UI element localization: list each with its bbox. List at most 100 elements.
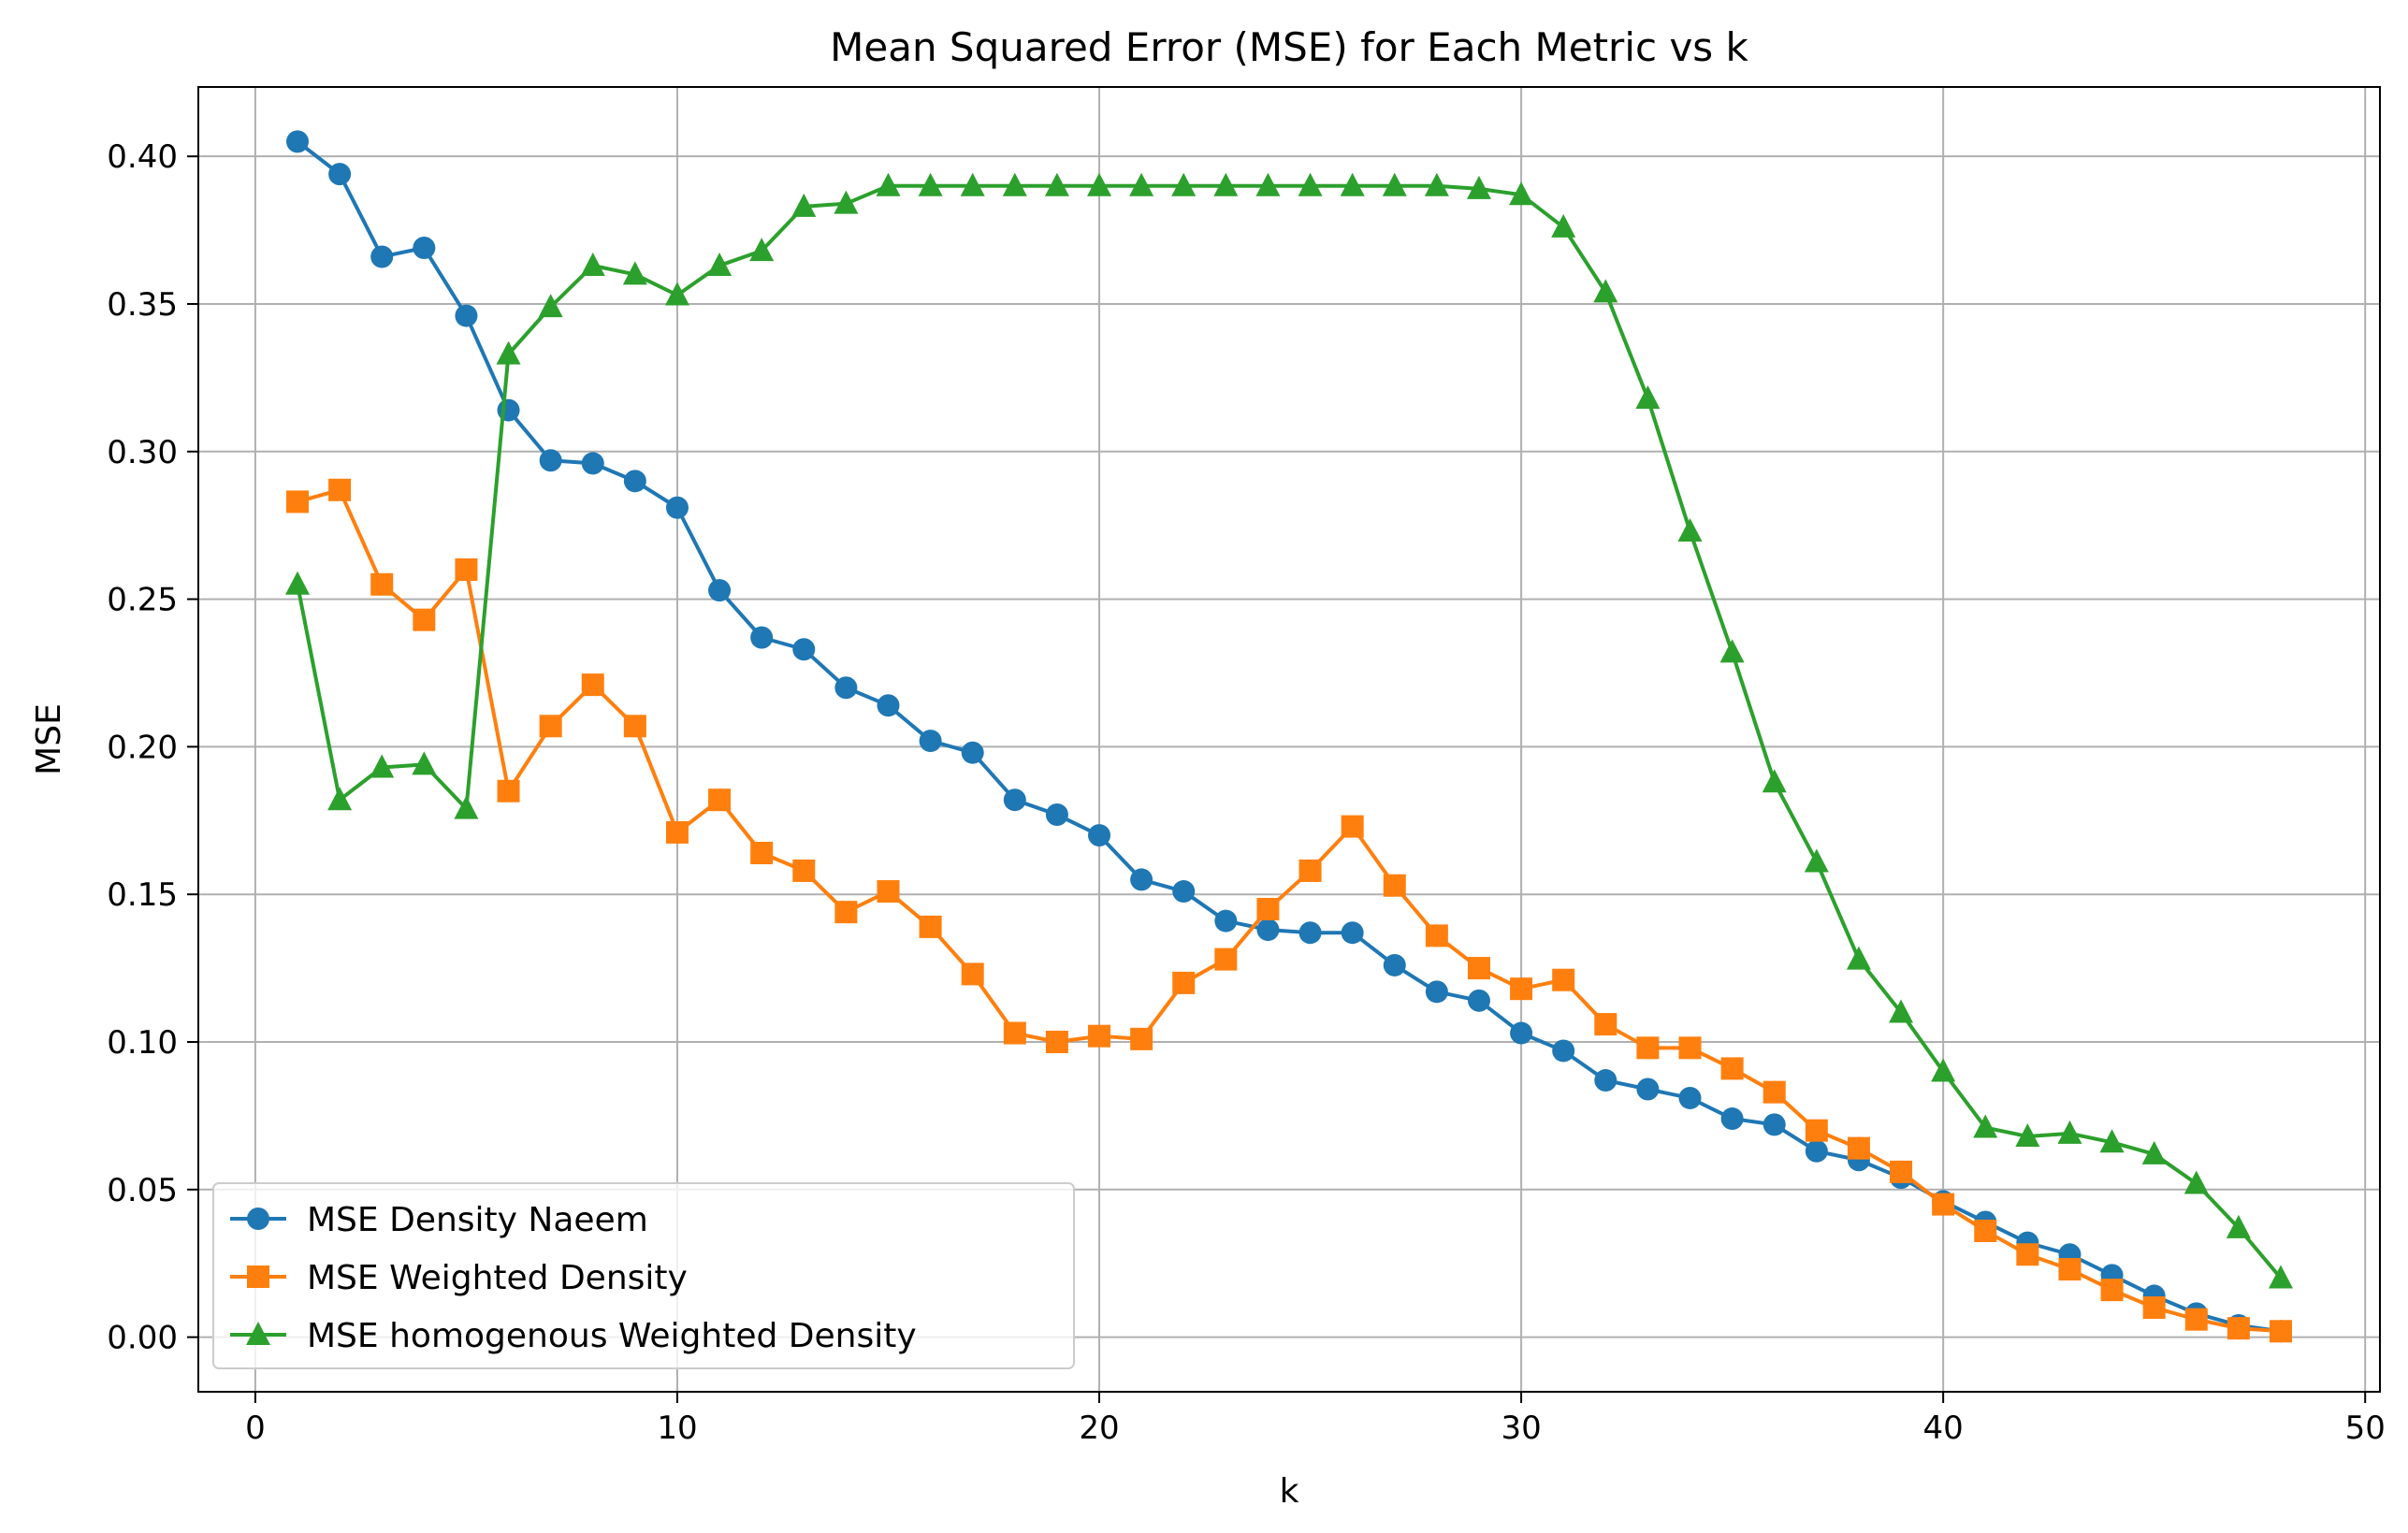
data-point bbox=[1298, 859, 1322, 882]
data-point bbox=[1425, 924, 1448, 947]
data-point bbox=[581, 673, 604, 697]
data-point bbox=[1510, 977, 1533, 1001]
data-point bbox=[2269, 1265, 2293, 1289]
x-tick-label: 50 bbox=[2345, 1410, 2386, 1447]
data-point bbox=[834, 901, 858, 924]
legend-label: MSE Density Naeem bbox=[307, 1201, 648, 1239]
legend-box bbox=[212, 1182, 1075, 1369]
data-point bbox=[1509, 181, 1534, 206]
data-point bbox=[877, 694, 900, 717]
data-point bbox=[1256, 918, 1280, 942]
data-point bbox=[918, 172, 943, 196]
data-point bbox=[327, 787, 353, 811]
data-point bbox=[1213, 172, 1239, 196]
data-point bbox=[1088, 1024, 1111, 1048]
data-point bbox=[2100, 1279, 2124, 1302]
data-point bbox=[581, 452, 604, 475]
data-point bbox=[1002, 172, 1027, 196]
data-point bbox=[961, 741, 984, 764]
data-point bbox=[370, 754, 395, 778]
data-point bbox=[1678, 1086, 1702, 1109]
data-point bbox=[919, 730, 942, 753]
data-point bbox=[455, 558, 478, 582]
data-point bbox=[1593, 279, 1618, 303]
y-tick-label: 0.10 bbox=[107, 1024, 178, 1062]
data-point bbox=[1635, 384, 1661, 409]
data-point bbox=[1720, 1057, 1744, 1080]
data-point bbox=[1551, 213, 1576, 238]
data-point bbox=[497, 779, 520, 803]
data-point bbox=[413, 237, 436, 260]
data-point bbox=[2270, 1320, 2292, 1343]
data-point bbox=[1847, 1136, 1870, 1160]
data-point bbox=[1467, 989, 1490, 1012]
data-point bbox=[664, 282, 689, 306]
data-point bbox=[1973, 1114, 1998, 1138]
data-point bbox=[370, 245, 394, 268]
data-point bbox=[1762, 769, 1787, 793]
data-point bbox=[286, 490, 309, 513]
data-point bbox=[2141, 1140, 2167, 1164]
data-point bbox=[1088, 824, 1111, 847]
data-point bbox=[1172, 971, 1196, 994]
data-point bbox=[1130, 868, 1153, 891]
data-point bbox=[1552, 1039, 1575, 1063]
data-point bbox=[1510, 1021, 1533, 1045]
data-point bbox=[2015, 1122, 2040, 1147]
data-point bbox=[328, 478, 352, 501]
data-point bbox=[1172, 880, 1196, 904]
series-layer bbox=[285, 130, 2293, 1343]
y-tick-label: 0.40 bbox=[107, 138, 178, 176]
data-point bbox=[1256, 897, 1280, 920]
data-point bbox=[1382, 172, 1407, 196]
y-tick-label: 0.25 bbox=[107, 582, 178, 619]
data-point bbox=[2016, 1243, 2039, 1266]
data-point bbox=[1890, 1160, 1913, 1183]
legend-marker bbox=[246, 1322, 270, 1345]
data-point bbox=[834, 190, 859, 214]
legend-item: MSE homogenous Weighted Density bbox=[230, 1317, 917, 1355]
data-point bbox=[1636, 1077, 1660, 1101]
legend-label: MSE homogenous Weighted Density bbox=[307, 1317, 917, 1355]
data-point bbox=[1130, 1027, 1153, 1050]
data-point bbox=[2142, 1296, 2166, 1320]
axis-ticks: 0 10 20 30 40 50 0.00 0.05 0.10 0.15 0.20 0.25 0.30 0… bbox=[107, 138, 2386, 1447]
x-tick-label: 30 bbox=[1501, 1410, 1541, 1447]
data-point bbox=[622, 261, 647, 285]
y-tick-label: 0.15 bbox=[107, 876, 178, 914]
data-point bbox=[1846, 946, 1871, 970]
data-point bbox=[1383, 953, 1406, 976]
data-point bbox=[919, 915, 942, 938]
data-point bbox=[538, 294, 563, 318]
y-tick-label: 0.20 bbox=[107, 729, 178, 766]
x-tick-label: 40 bbox=[1923, 1410, 1964, 1447]
legend-item: MSE Density Naeem bbox=[230, 1201, 648, 1239]
data-point bbox=[1974, 1219, 1997, 1242]
legend-label: MSE Weighted Density bbox=[307, 1259, 688, 1297]
data-point bbox=[497, 398, 520, 422]
data-point bbox=[1467, 957, 1490, 980]
legend: MSE Density Naeem MSE Weighted Density MSE… bbox=[212, 1182, 1075, 1369]
data-point bbox=[1003, 1021, 1026, 1045]
data-point bbox=[1805, 1119, 1828, 1142]
data-point bbox=[1087, 172, 1112, 196]
data-point bbox=[285, 571, 310, 595]
data-point bbox=[1594, 1069, 1617, 1092]
data-point bbox=[1340, 172, 1365, 196]
data-point bbox=[1931, 1058, 1956, 1082]
data-point bbox=[750, 842, 774, 865]
data-point bbox=[1720, 1107, 1744, 1131]
data-point bbox=[1636, 1036, 1660, 1060]
chart-title: Mean Squared Error (MSE) for Each Metric… bbox=[830, 24, 1748, 70]
data-point bbox=[750, 626, 774, 649]
data-point bbox=[1466, 175, 1491, 199]
data-point bbox=[1762, 1080, 1786, 1104]
legend-marker bbox=[247, 1265, 269, 1288]
data-point bbox=[1678, 1036, 1702, 1060]
data-point bbox=[580, 252, 605, 276]
data-point bbox=[1552, 968, 1575, 991]
x-tick-label: 20 bbox=[1079, 1410, 1119, 1447]
series-2 bbox=[286, 478, 2292, 1343]
y-tick-label: 0.35 bbox=[107, 286, 178, 324]
